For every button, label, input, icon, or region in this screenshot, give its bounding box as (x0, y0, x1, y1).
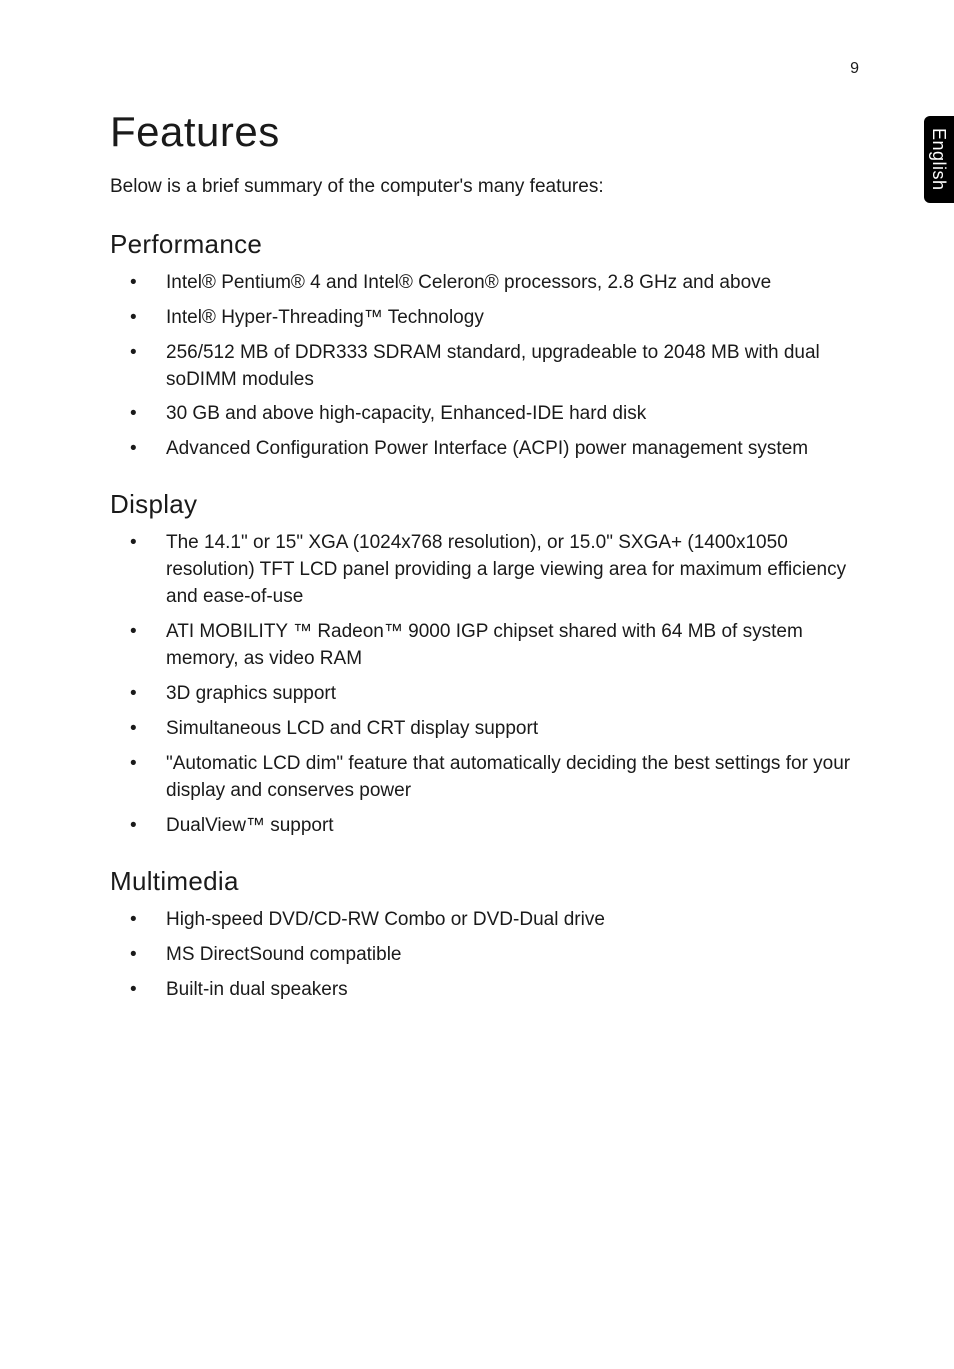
page-title: Features (110, 108, 859, 156)
page-content: 9 English Features Below is a brief summ… (0, 0, 954, 1070)
list-item: Built-in dual speakers (110, 977, 859, 1004)
section-heading-performance: Performance (110, 229, 859, 260)
list-item: ATI MOBILITY ™ Radeon™ 9000 IGP chipset … (110, 619, 859, 673)
multimedia-list: High-speed DVD/CD-RW Combo or DVD-Dual d… (110, 907, 859, 1004)
list-item: Simultaneous LCD and CRT display support (110, 716, 859, 743)
display-list: The 14.1" or 15" XGA (1024x768 resolutio… (110, 530, 859, 840)
list-item: MS DirectSound compatible (110, 942, 859, 969)
list-item: High-speed DVD/CD-RW Combo or DVD-Dual d… (110, 907, 859, 934)
list-item: 30 GB and above high-capacity, Enhanced-… (110, 401, 859, 428)
list-item: "Automatic LCD dim" feature that automat… (110, 751, 859, 805)
page-number: 9 (850, 60, 859, 78)
list-item: Advanced Configuration Power Interface (… (110, 436, 859, 463)
list-item: Intel® Hyper-Threading™ Technology (110, 305, 859, 332)
list-item: 256/512 MB of DDR333 SDRAM standard, upg… (110, 340, 859, 394)
list-item: Intel® Pentium® 4 and Intel® Celeron® pr… (110, 270, 859, 297)
intro-text: Below is a brief summary of the computer… (110, 174, 859, 201)
list-item: 3D graphics support (110, 681, 859, 708)
language-tab: English (924, 116, 954, 203)
list-item: The 14.1" or 15" XGA (1024x768 resolutio… (110, 530, 859, 611)
performance-list: Intel® Pentium® 4 and Intel® Celeron® pr… (110, 270, 859, 464)
section-heading-display: Display (110, 489, 859, 520)
list-item: DualView™ support (110, 813, 859, 840)
section-heading-multimedia: Multimedia (110, 866, 859, 897)
